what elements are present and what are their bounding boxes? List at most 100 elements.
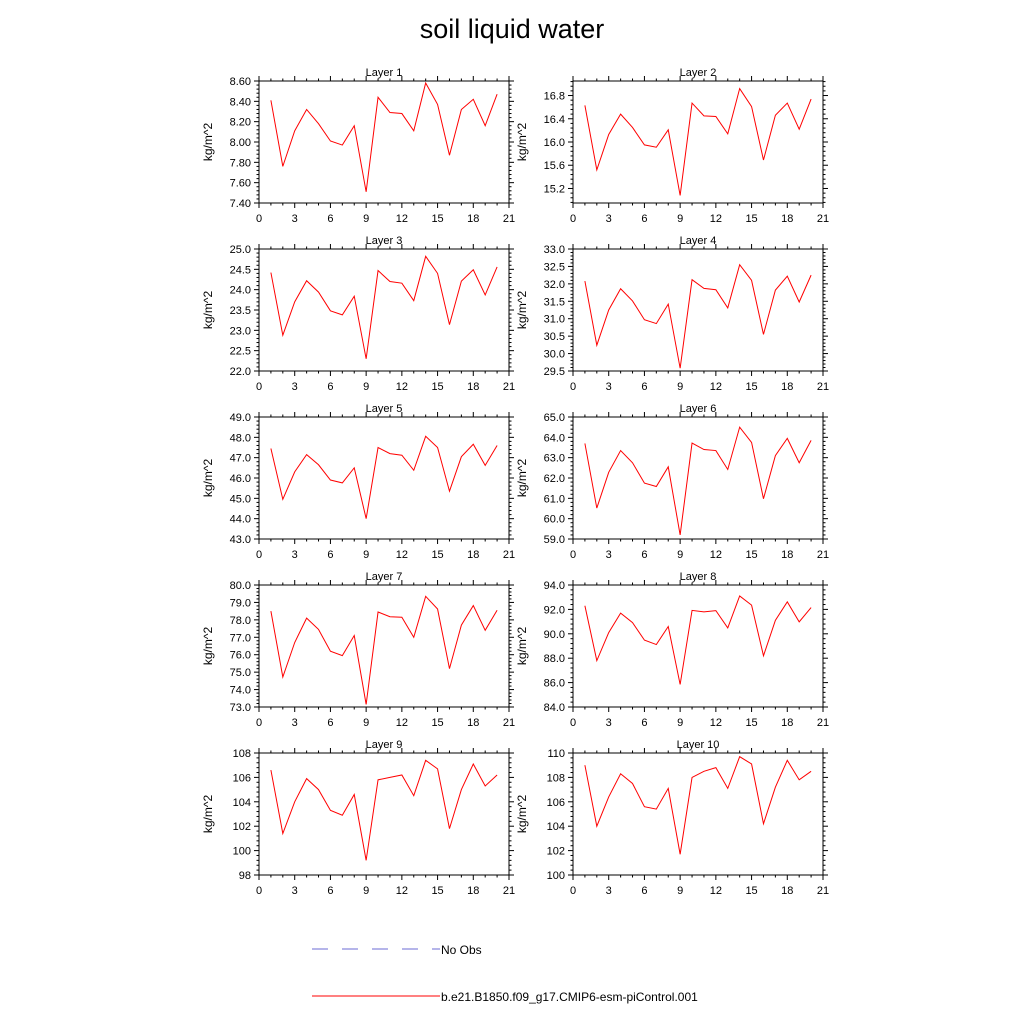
x-tick-label: 0 (256, 885, 262, 897)
y-tick-label: 110 (547, 748, 565, 760)
y-tick-label: 78.0 (230, 615, 251, 627)
x-tick-label: 6 (641, 381, 647, 393)
x-tick-label: 0 (256, 717, 262, 729)
y-axis-label: kg/m^2 (515, 123, 529, 162)
x-tick-label: 21 (503, 717, 515, 729)
x-tick-label: 3 (606, 885, 612, 897)
y-tick-label: 25.0 (230, 244, 251, 256)
x-tick-label: 18 (781, 717, 793, 729)
series-line (270, 255, 498, 359)
y-tick-label: 74.0 (230, 685, 251, 697)
x-tick-label: 3 (292, 885, 298, 897)
x-tick-label: 21 (817, 549, 829, 561)
x-tick-label: 6 (327, 717, 333, 729)
x-tick-label: 12 (396, 717, 408, 729)
x-tick-label: 9 (363, 213, 369, 225)
panel-title: Layer 8 (680, 571, 717, 583)
chart-panel-layer-7: Layer 7 kg/m^2 0 3 6 9 12 15 18 21 73.0 74.0 75.0 76.… (201, 571, 515, 729)
x-tick-label: 9 (363, 717, 369, 729)
y-tick-label: 76.0 (230, 650, 251, 662)
x-tick-label: 12 (396, 213, 408, 225)
x-tick-label: 0 (256, 213, 262, 225)
x-tick-label: 6 (327, 885, 333, 897)
x-tick-label: 6 (641, 885, 647, 897)
y-tick-label: 90.0 (544, 629, 565, 641)
chart-panel-layer-6: Layer 6 kg/m^2 0 3 6 9 12 15 18 21 59.0 60.0 61.0 62.… (515, 403, 829, 561)
y-tick-label: 63.0 (544, 453, 565, 465)
chart-panel-layer-10: Layer 10 kg/m^2 0 3 6 9 12 15 18 21 100 102 104 106 10… (515, 739, 829, 897)
x-tick-label: 0 (570, 885, 576, 897)
x-tick-label: 15 (745, 549, 757, 561)
y-tick-label: 88.0 (544, 653, 565, 665)
chart-panel-layer-5: Layer 5 kg/m^2 0 3 6 9 12 15 18 21 43.0 44.0 45.0 46.… (201, 403, 515, 561)
y-tick-label: 100 (547, 870, 565, 882)
x-tick-label: 12 (710, 717, 722, 729)
y-tick-label: 33.0 (544, 244, 565, 256)
x-tick-label: 9 (677, 717, 683, 729)
x-tick-label: 0 (570, 381, 576, 393)
y-tick-label: 79.0 (230, 597, 251, 609)
x-tick-label: 9 (677, 213, 683, 225)
series-line (584, 755, 812, 855)
legend-obs-label: No Obs (441, 943, 482, 957)
x-tick-label: 18 (467, 885, 479, 897)
y-axis-label: kg/m^2 (201, 795, 215, 834)
y-tick-label: 29.5 (544, 366, 565, 378)
x-tick-label: 6 (641, 213, 647, 225)
x-tick-label: 0 (256, 381, 262, 393)
x-tick-label: 18 (781, 885, 793, 897)
y-tick-label: 23.5 (230, 305, 251, 317)
y-tick-label: 46.0 (230, 473, 251, 485)
x-tick-label: 6 (327, 549, 333, 561)
y-tick-label: 106 (233, 772, 251, 784)
x-tick-label: 15 (745, 213, 757, 225)
x-tick-label: 3 (606, 213, 612, 225)
x-tick-label: 15 (431, 885, 443, 897)
x-tick-label: 9 (677, 549, 683, 561)
y-tick-label: 104 (547, 821, 565, 833)
page-title: soil liquid water (419, 14, 605, 44)
x-tick-label: 18 (781, 549, 793, 561)
plot-frame (572, 584, 824, 708)
x-tick-label: 21 (817, 381, 829, 393)
y-axis-label: kg/m^2 (515, 795, 529, 834)
y-axis-label: kg/m^2 (515, 627, 529, 666)
x-tick-label: 21 (503, 549, 515, 561)
x-tick-label: 15 (431, 549, 443, 561)
plot-frame (258, 248, 510, 372)
x-tick-label: 3 (292, 381, 298, 393)
panel-title: Layer 4 (680, 235, 717, 247)
plot-frame (572, 248, 824, 372)
panel-title: Layer 7 (366, 571, 403, 583)
x-tick-label: 0 (570, 717, 576, 729)
y-tick-label: 61.0 (544, 493, 565, 505)
x-tick-label: 15 (745, 381, 757, 393)
y-tick-label: 77.0 (230, 632, 251, 644)
y-tick-label: 108 (233, 748, 251, 760)
y-tick-label: 44.0 (230, 514, 251, 526)
series-line (270, 81, 498, 192)
legend-obs-line (312, 948, 440, 950)
y-tick-label: 8.00 (230, 137, 251, 149)
x-tick-label: 9 (363, 549, 369, 561)
y-axis-label: kg/m^2 (201, 459, 215, 498)
y-tick-label: 30.5 (544, 331, 565, 343)
y-tick-label: 64.0 (544, 432, 565, 444)
legend-model-label: b.e21.B1850.f09_g17.CMIP6-esm-piControl.… (441, 990, 698, 1004)
x-tick-label: 12 (710, 213, 722, 225)
y-tick-label: 92.0 (544, 604, 565, 616)
y-tick-label: 8.60 (230, 76, 251, 88)
x-tick-label: 3 (292, 213, 298, 225)
x-tick-label: 0 (570, 549, 576, 561)
chart-panel-layer-3: Layer 3 kg/m^2 0 3 6 9 12 15 18 21 22.0 22.5 23.0 23.… (201, 235, 515, 393)
x-tick-label: 6 (641, 717, 647, 729)
y-tick-label: 45.0 (230, 493, 251, 505)
x-tick-label: 15 (431, 381, 443, 393)
y-tick-label: 23.0 (230, 325, 251, 337)
x-tick-label: 18 (781, 213, 793, 225)
y-tick-label: 15.6 (544, 160, 565, 172)
y-tick-label: 86.0 (544, 678, 565, 690)
x-tick-label: 18 (467, 381, 479, 393)
y-axis-label: kg/m^2 (201, 123, 215, 162)
x-tick-label: 6 (641, 549, 647, 561)
